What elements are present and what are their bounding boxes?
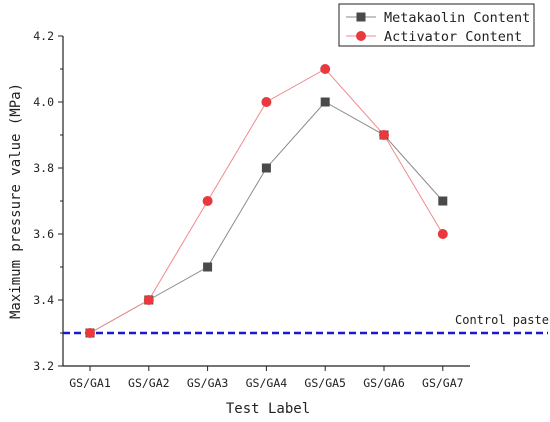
x-tick-label-0: GS/GA1 — [69, 376, 111, 390]
series-1-point-4 — [320, 64, 331, 74]
x-tick-label-2: GS/GA3 — [187, 376, 229, 390]
series-1-point-6 — [437, 229, 448, 239]
series-0-point-6 — [438, 196, 448, 206]
legend-label-metakaolin: Metakaolin Content — [384, 10, 530, 26]
legend-marker-metakaolin — [356, 12, 366, 22]
series-line-0 — [89, 101, 444, 334]
series-1-point-1 — [143, 295, 154, 305]
series-1-point-0 — [85, 328, 95, 338]
series-1-point-2 — [202, 196, 213, 206]
y-tick-label-1: 3.4 — [33, 293, 54, 307]
series-0-point-4 — [320, 97, 330, 107]
x-tick-label-6: GS/GA7 — [422, 376, 464, 390]
series-layer — [85, 64, 448, 338]
series-1-point-5 — [379, 130, 389, 140]
y-tick-label-3: 3.8 — [33, 161, 54, 175]
legend-marker-activator — [356, 31, 366, 41]
legend: Metakaolin Content Activator Content — [338, 3, 535, 47]
y-axis-title: Maximum pressure value (MPa) — [8, 83, 24, 319]
x-tick-label-5: GS/GA6 — [363, 376, 405, 390]
series-0-point-3 — [261, 163, 271, 173]
y-tick-label-5: 4.2 — [33, 29, 54, 43]
x-tick-label-4: GS/GA5 — [304, 376, 346, 390]
control-paste-label: Control paste — [455, 313, 549, 327]
y-tick-label-2: 3.6 — [33, 227, 54, 241]
legend-box — [338, 3, 535, 47]
x-axis-title: Test Label — [226, 401, 310, 417]
y-tick-label-4: 4.0 — [33, 95, 54, 109]
x-ticks: GS/GA1 GS/GA2 GS/GA3 GS/GA4 GS/GA5 GS/GA6 GS/G… — [69, 366, 464, 390]
x-tick-label-3: GS/GA4 — [246, 376, 288, 390]
x-tick-label-1: GS/GA2 — [128, 376, 170, 390]
y-ticks: 3.2 3.4 3.6 3.8 4.0 4.2 — [33, 29, 63, 373]
legend-label-activator: Activator Content — [384, 29, 522, 45]
series-1-point-3 — [261, 97, 272, 107]
series-0-point-2 — [203, 262, 213, 272]
series-line-1 — [89, 68, 444, 334]
y-tick-label-0: 3.2 — [33, 359, 54, 373]
